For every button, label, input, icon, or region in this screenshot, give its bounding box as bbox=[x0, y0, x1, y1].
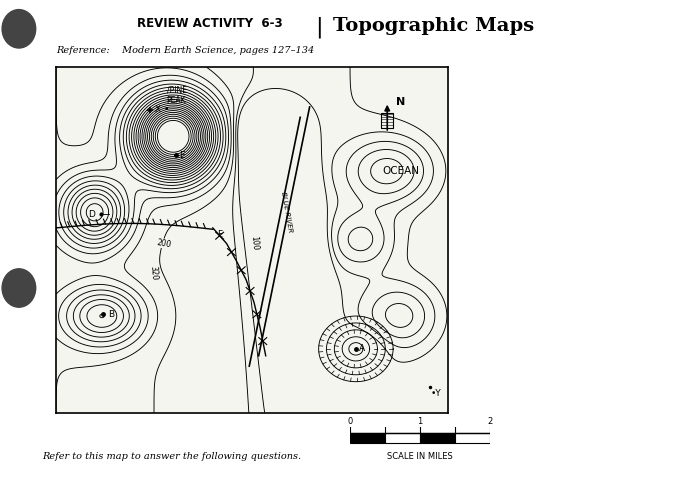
Text: Refer to this map to answer the following questions.: Refer to this map to answer the followin… bbox=[42, 452, 301, 461]
Bar bbox=[382, 113, 393, 128]
Text: 1: 1 bbox=[417, 417, 423, 426]
Text: 2: 2 bbox=[487, 417, 493, 426]
Text: 0: 0 bbox=[347, 417, 353, 426]
Text: A: A bbox=[359, 344, 365, 353]
Text: B: B bbox=[108, 310, 114, 319]
Text: 320: 320 bbox=[148, 265, 158, 280]
Text: |: | bbox=[315, 17, 322, 38]
Text: E: E bbox=[179, 151, 185, 160]
Bar bbox=[350, 433, 385, 443]
Text: 200: 200 bbox=[156, 238, 172, 249]
Text: BLUE RIVER: BLUE RIVER bbox=[280, 191, 293, 233]
Bar bbox=[385, 433, 420, 443]
Text: Topographic Maps: Topographic Maps bbox=[333, 17, 535, 35]
Text: X •: X • bbox=[155, 105, 169, 114]
Text: D: D bbox=[88, 210, 95, 218]
Text: 100: 100 bbox=[248, 236, 259, 251]
Text: N: N bbox=[396, 96, 405, 107]
Circle shape bbox=[2, 10, 36, 48]
Bar bbox=[455, 433, 490, 443]
Text: SCALE IN MILES: SCALE IN MILES bbox=[387, 452, 453, 461]
Text: OCEAN: OCEAN bbox=[382, 166, 419, 176]
Circle shape bbox=[2, 269, 36, 307]
Text: •Y: •Y bbox=[430, 389, 441, 397]
Bar bbox=[420, 433, 455, 443]
Text: F.: F. bbox=[217, 230, 223, 240]
Text: /PINE
PEAK: /PINE PEAK bbox=[167, 86, 186, 105]
Text: Reference:    Modern Earth Science, pages 127–134: Reference: Modern Earth Science, pages 1… bbox=[56, 46, 314, 55]
Text: REVIEW ACTIVITY  6-3: REVIEW ACTIVITY 6-3 bbox=[137, 17, 283, 30]
